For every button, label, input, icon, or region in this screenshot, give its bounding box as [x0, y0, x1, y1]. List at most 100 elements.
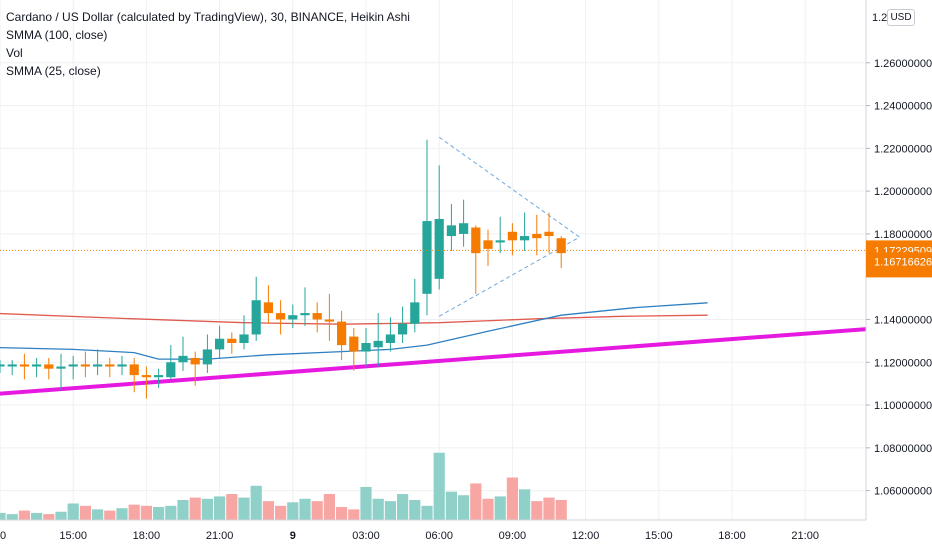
candle [410, 278, 420, 333]
volume-bar [55, 511, 67, 520]
candle-body [227, 338, 237, 344]
volume-bar [531, 501, 543, 520]
volume-bar [153, 507, 165, 520]
candle [141, 366, 151, 399]
volume-bar [189, 497, 201, 520]
last-price-label: 1.17229509 [874, 245, 932, 257]
time-label: 06:00 [425, 530, 453, 542]
candle [300, 287, 310, 326]
candle-series [0, 139, 566, 399]
currency-button[interactable]: USD [887, 9, 915, 26]
candle-body [32, 364, 42, 367]
candle-body [178, 355, 188, 363]
candle [19, 353, 29, 380]
candle-body [556, 238, 566, 254]
candle-body [361, 343, 371, 352]
volume-bar [104, 510, 116, 520]
candle [56, 353, 66, 391]
candle [422, 139, 432, 316]
time-label: 00 [0, 530, 6, 542]
volume-bar [360, 486, 372, 520]
volume-bar [79, 505, 91, 520]
candle [446, 203, 456, 252]
price-label: 1.12000000 [874, 357, 932, 369]
volume-bar [397, 494, 409, 520]
candle [178, 336, 188, 371]
candle [556, 236, 566, 269]
candle [483, 229, 493, 266]
candle [263, 285, 273, 324]
candle-body [385, 334, 395, 344]
time-label: 15:00 [645, 530, 673, 542]
candle [398, 306, 408, 344]
candle-body [166, 362, 176, 378]
volume-bar [6, 514, 18, 520]
candle [495, 216, 505, 254]
candle [44, 357, 54, 380]
candle-body [117, 364, 127, 367]
candle [276, 300, 286, 335]
candle-body [434, 218, 444, 279]
volume-bar [384, 501, 396, 520]
candle-body [0, 364, 5, 367]
trendline [0, 323, 916, 396]
candle-body [80, 364, 90, 367]
price-label: 1.06000000 [874, 486, 932, 498]
volume-bar [445, 491, 457, 520]
price-label: 1.26000000 [874, 58, 932, 70]
volume-bar [250, 485, 262, 520]
candle [117, 355, 127, 376]
volume-bar [482, 498, 494, 520]
candle [459, 199, 469, 247]
volume-bar [323, 494, 335, 520]
candle [105, 357, 115, 378]
volume-bar [421, 505, 433, 520]
candle-body [349, 336, 359, 352]
candle-body [239, 334, 249, 344]
candle [154, 368, 164, 388]
chart-legend: Cardano / US Dollar (calculated by Tradi… [6, 8, 410, 80]
price-label: 1.22000000 [874, 143, 932, 155]
candle [373, 313, 383, 367]
price-label: 1.10000000 [874, 400, 932, 412]
time-label: 18:00 [718, 530, 746, 542]
volume-bar [238, 497, 250, 520]
volume-bar [214, 496, 226, 520]
candle-body [105, 364, 115, 367]
time-label: 12:00 [572, 530, 600, 542]
candle [337, 310, 347, 361]
volume-bar [299, 498, 311, 520]
symbol-title[interactable]: Cardano / US Dollar (calculated by Tradi… [6, 10, 410, 24]
candle-body [129, 364, 139, 376]
volume-bar [506, 477, 518, 520]
price-label: 1.08000000 [874, 443, 932, 455]
candle [32, 357, 42, 378]
volume-bar [519, 489, 531, 520]
candle [80, 351, 90, 378]
price-label: 1.20000000 [874, 186, 932, 198]
smma100-legend[interactable]: SMMA (100, close) [6, 28, 108, 42]
candle-body [459, 223, 469, 234]
candle-body [263, 302, 273, 314]
candle-body [215, 338, 225, 350]
time-label: 15:00 [59, 530, 87, 542]
candle [202, 334, 212, 373]
candle-body [495, 240, 505, 243]
candle-body [93, 364, 103, 367]
price-label: 1.14000000 [874, 314, 932, 326]
candle [520, 212, 530, 252]
candle-body [507, 231, 517, 241]
candle-body [19, 364, 29, 367]
volume-bar [348, 509, 360, 520]
volume-legend[interactable]: Vol [6, 46, 23, 60]
smma25-legend[interactable]: SMMA (25, close) [6, 64, 101, 78]
candle [312, 302, 322, 333]
candle [129, 357, 139, 393]
candle-body [300, 313, 310, 316]
volume-bar [409, 499, 421, 520]
second-price-badge [866, 252, 932, 271]
candle [544, 212, 554, 254]
candle-body [532, 233, 542, 239]
